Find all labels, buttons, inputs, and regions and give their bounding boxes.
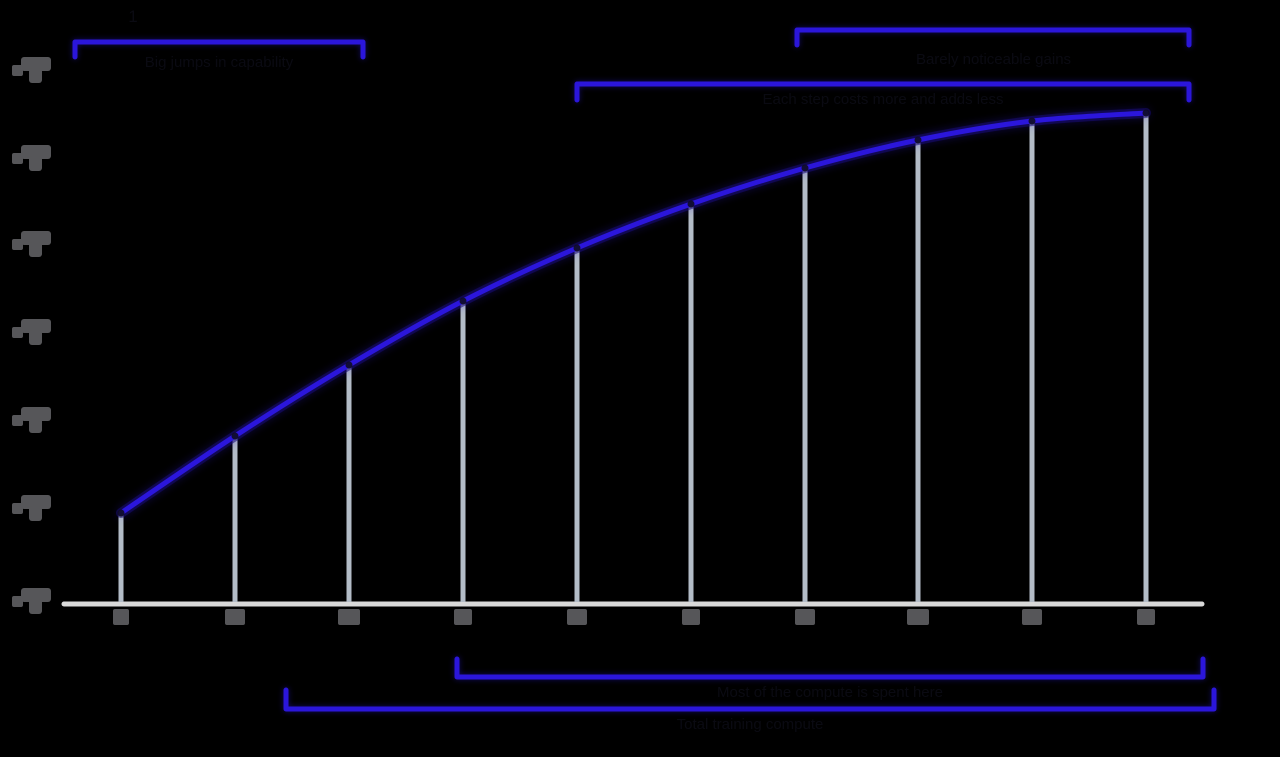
scribble-shape [12, 596, 23, 607]
performance-curve [118, 110, 1149, 516]
curve-point-dot [801, 164, 809, 172]
bracket-top-left [72, 39, 366, 60]
scribble-shape [29, 418, 42, 433]
bracket-top-right-upper [794, 27, 1192, 48]
annotation-top-left: Big jumps in capability [144, 54, 294, 71]
scribble-shape [21, 588, 51, 602]
bracket-bottom-lower [283, 687, 1217, 712]
bracket-bottom-upper [454, 656, 1206, 680]
annotation-bottom-upper: Most of the compute is spent here [717, 684, 943, 701]
scribble-shape [12, 415, 23, 426]
scribble-shape [29, 242, 42, 257]
curve-point-dot [1142, 109, 1150, 117]
x-tick-scribble [1137, 609, 1155, 625]
curve-point-dot [231, 432, 239, 440]
y-tick-scribble [12, 495, 51, 521]
curve-point-dot [117, 509, 125, 517]
scribble-shape [12, 327, 23, 338]
curve-point-dot [1028, 117, 1036, 125]
annotation-mark: 1 [128, 8, 138, 26]
y-tick-scribble [12, 588, 51, 614]
scribble-shape [21, 231, 51, 245]
scribble-shape [21, 145, 51, 159]
scribble-shape [12, 503, 23, 514]
x-tick-scribble [682, 609, 700, 625]
scribble-shape [29, 330, 42, 345]
x-tick-scribble [907, 609, 929, 625]
scribble-shape [29, 506, 42, 521]
curve-point-dot [914, 136, 922, 144]
scribble-shape [12, 65, 23, 76]
x-tick-scribble [567, 609, 587, 625]
curve-point-dot [687, 200, 695, 208]
y-tick-scribble [12, 319, 51, 345]
x-tick-scribble [1022, 609, 1042, 625]
y-tick-scribble [12, 407, 51, 433]
x-tick-scribble [454, 609, 472, 625]
y-tick-scribble [12, 145, 51, 171]
x-tick-scribble [113, 609, 129, 625]
curve-point-dot [459, 297, 467, 305]
scribble-shape [12, 153, 23, 164]
scribble-shape [29, 599, 42, 614]
y-tick-scribble [12, 231, 51, 257]
y-tick-scribble [12, 57, 51, 83]
annotation-bottom-lower: Total training compute [676, 716, 824, 733]
bracket-top-right-lower [574, 81, 1192, 103]
scribble-shape [21, 319, 51, 333]
x-tick-scribble [225, 609, 245, 625]
x-tick-scribble [338, 609, 360, 625]
x-tick-scribble [795, 609, 815, 625]
annotation-top-right-lower: Each step costs more and adds less [762, 91, 1004, 108]
scribble-shape [29, 68, 42, 83]
curve-point-dot [573, 244, 581, 252]
scribble-shape [12, 239, 23, 250]
curve-halo [116, 108, 1151, 518]
scribble-shape [21, 407, 51, 421]
scribble-shape [21, 57, 51, 71]
scribble-shape [29, 156, 42, 171]
curve-point-dot [345, 361, 353, 369]
scribble-shape [21, 495, 51, 509]
annotation-top-right-upper: Barely noticeable gains [915, 51, 1072, 68]
